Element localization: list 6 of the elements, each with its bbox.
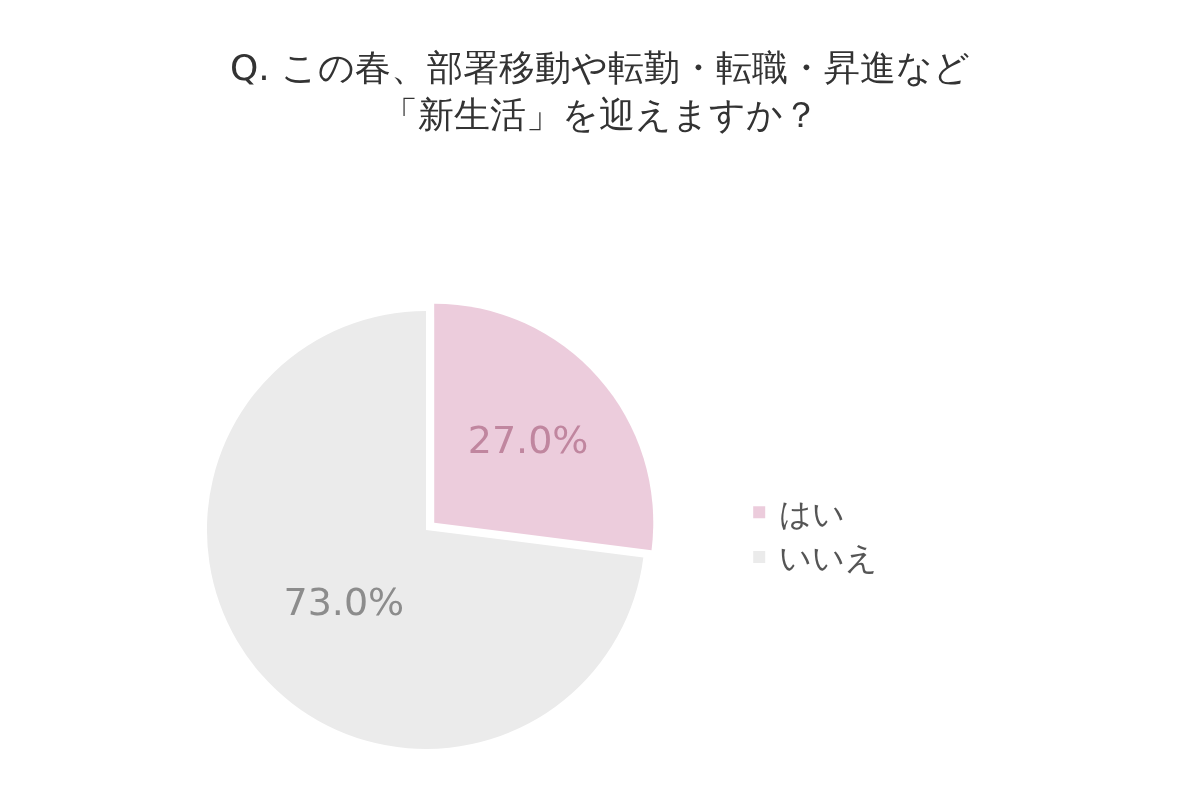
legend-label: いいえ	[779, 539, 879, 578]
data-label: 27.0%	[467, 417, 589, 462]
legend-label: はい	[779, 494, 846, 533]
chart-title: Q. この春、部署移動や転勤・転職・昇進など	[229, 47, 971, 88]
data-label: 73.0%	[283, 580, 405, 625]
chart-subtitle: 「新生活」を迎えますか？	[381, 93, 819, 135]
